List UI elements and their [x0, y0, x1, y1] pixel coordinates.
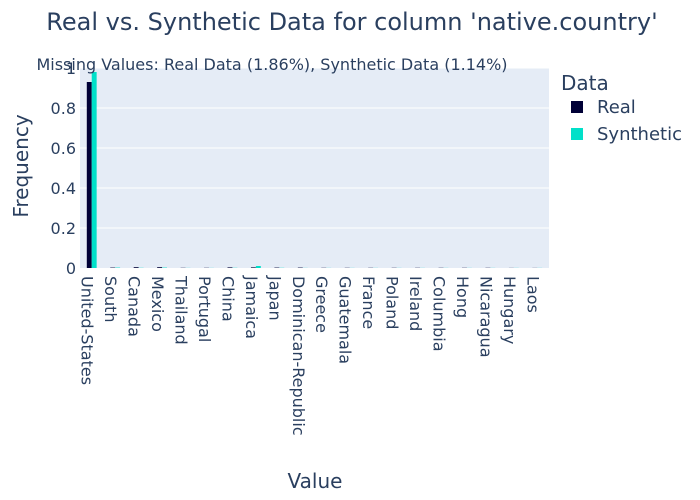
x-tick-label: Canada	[125, 276, 144, 337]
y-tick-label: 1	[66, 59, 76, 78]
x-tick-label: Nicaragua	[476, 276, 495, 358]
x-tick-label: Ireland	[406, 276, 425, 331]
y-tick-label: 0.6	[51, 139, 76, 158]
plot-area	[80, 68, 549, 268]
bar-synthetic-united-states	[91, 72, 97, 268]
x-tick-label: Laos	[523, 276, 542, 313]
x-axis-label: Value	[288, 469, 343, 493]
bar-real-jamaica	[250, 267, 256, 268]
y-tick-label: 0	[66, 259, 76, 278]
x-tick-label: Hong	[453, 276, 472, 318]
legend: Data Real Synthetic	[561, 71, 682, 145]
x-axis-ticks: United-States South Canada Mexico Thailand Po…	[78, 275, 543, 436]
x-tick-label: Thailand	[172, 275, 191, 345]
legend-swatch	[571, 128, 583, 140]
chart-title: Real vs. Synthetic Data for column 'nati…	[46, 8, 657, 36]
y-tick-label: 0.4	[51, 179, 76, 198]
x-tick-label: Dominican-Republic	[289, 276, 308, 436]
y-tick-label: 0.8	[51, 99, 76, 118]
x-tick-label: South	[101, 276, 120, 323]
bar-real-united-states	[86, 82, 92, 268]
chart-subtitle: Missing Values: Real Data (1.86%), Synth…	[36, 55, 507, 74]
x-tick-label: China	[218, 276, 237, 322]
y-axis-ticks: 0 0.2 0.4 0.6 0.8 1	[51, 59, 76, 278]
x-tick-label: Hungary	[500, 276, 519, 344]
x-tick-label: Greece	[312, 276, 331, 333]
x-tick-label: Columbia	[429, 276, 448, 352]
bars	[86, 72, 543, 268]
x-tick-label: Guatemala	[336, 276, 355, 364]
x-tick-label: Japan	[265, 275, 284, 321]
bar-synthetic-jamaica	[255, 266, 261, 268]
legend-title: Data	[561, 71, 609, 95]
x-tick-label: Poland	[383, 276, 402, 329]
x-tick-label: Mexico	[148, 276, 167, 332]
legend-item-label: Synthetic	[597, 124, 682, 145]
x-tick-label: Portugal	[195, 276, 214, 342]
bar-real-china	[227, 267, 233, 268]
x-tick-label: France	[359, 276, 378, 329]
legend-item-label: Real	[597, 97, 636, 118]
bar-real-mexico	[157, 267, 163, 268]
y-tick-label: 0.2	[51, 219, 76, 238]
bar-real-canada	[133, 267, 139, 268]
y-axis-label: Frequency	[9, 114, 33, 217]
x-tick-label: United-States	[78, 276, 97, 385]
x-tick-label: Jamaica	[242, 275, 261, 339]
grid	[80, 67, 549, 229]
legend-swatch	[571, 101, 583, 113]
